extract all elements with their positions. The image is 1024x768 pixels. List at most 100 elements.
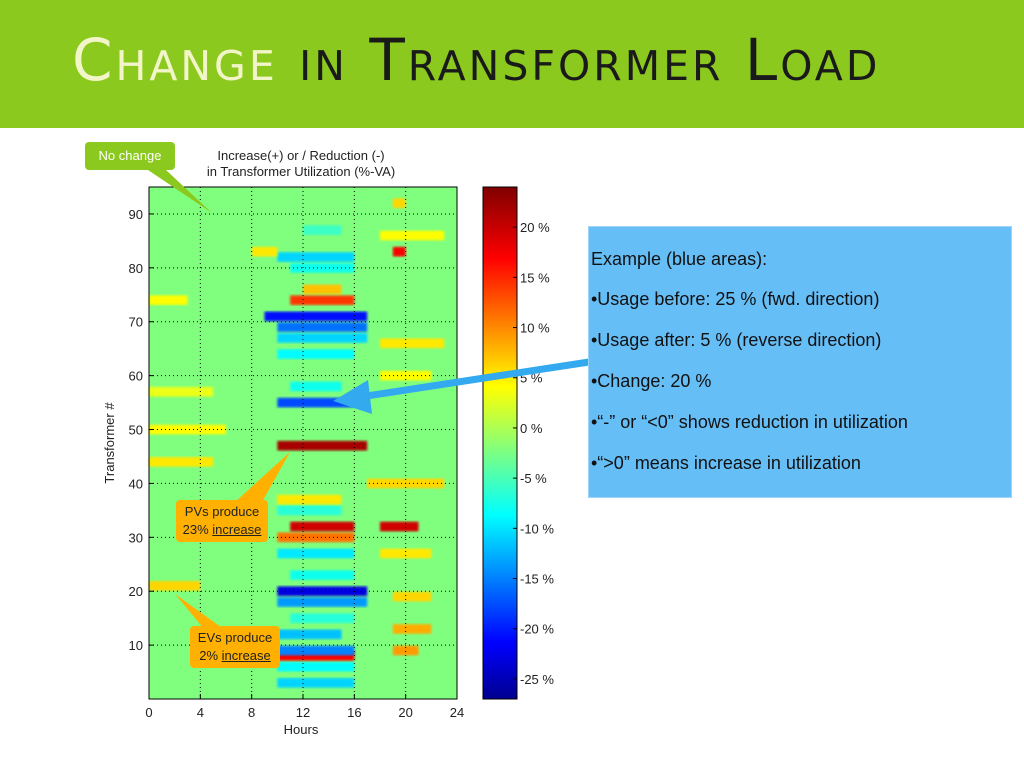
heatmap-band [392,645,419,656]
heatmap-band [277,629,342,640]
colorbar-tick-label: 15 % [520,270,550,285]
colorbar-tick-label: -5 % [520,471,547,486]
x-tick-label: 20 [398,705,412,720]
colorbar-tick-label: -10 % [520,521,554,536]
x-tick-label: 0 [145,705,152,720]
info-title: Example (blue areas): [591,249,768,269]
info-bullet-list: •Usage before: 25 % (fwd. direction) •Us… [591,289,908,494]
chart-title-line1: Increase(+) or / Reduction (-) [217,148,384,163]
slide-header: Change in Transformer Load [0,0,1024,128]
heatmap-band [290,570,355,580]
heatmap-band [277,440,368,451]
heatmap-band [392,198,406,209]
heatmap-band [303,225,342,235]
y-tick-label: 50 [129,423,143,438]
heatmap-band [149,424,226,435]
y-tick-label: 90 [129,207,143,222]
y-tick-label: 10 [129,638,143,653]
colorbar [482,186,518,700]
heatmap-band [290,613,355,624]
title-word-change: Change [72,26,278,94]
heatmap-band [277,252,355,262]
plot-grid [149,187,457,699]
heatmap-band [149,386,214,397]
x-tick-label: 12 [296,705,310,720]
y-tick-label: 70 [129,315,143,330]
blue-arrow [333,358,590,414]
x-tick-label: 24 [450,705,464,720]
heatmap-band [380,521,419,532]
heatmap-band [277,677,355,688]
heatmap-band [277,597,368,607]
colorbar-tick-label: 0 % [520,421,543,436]
heatmap-band [277,651,355,661]
heatmap-band [290,295,355,306]
heatmap-band [149,457,214,467]
heatmap-band [392,591,432,602]
pvs-value: 23% [182,522,213,537]
pvs-line2: 23% increase [176,521,268,539]
evs-increase: increase [221,648,271,663]
slide-title: Change in Transformer Load [72,24,880,96]
colorbar-tick-label: 10 % [520,321,550,336]
y-axis-label: Transformer # [102,402,117,484]
no-change-label: No change [98,148,162,163]
heatmap-band [277,586,368,597]
colorbar-tick-label: -20 % [520,622,554,637]
pvs-increase: increase [212,522,262,537]
heatmap-band [251,246,278,257]
y-tick-label: 80 [129,261,143,276]
colorbar-tick-label: 20 % [520,220,550,235]
info-bullet: •“-” or “<0” shows reduction in utilizat… [591,412,908,432]
heatmap-band [277,322,368,332]
pvs-line1: PVs produce [184,504,260,519]
heatmap-band [277,333,368,343]
heatmap-band [277,532,355,543]
y-tick-label: 60 [129,369,143,384]
heatmap-band [380,338,445,349]
heatmap-band [277,349,355,359]
heatmap-band [277,645,355,656]
info-bullet: •Change: 20 % [591,371,712,391]
evs-value: 2% [199,648,222,663]
x-tick-label: 8 [248,705,255,720]
x-axis: 0 4 8 12 16 20 24 [145,694,464,720]
no-change-callout: No change [85,142,175,170]
y-axis: 10 20 30 40 50 60 70 80 90 [129,207,154,653]
no-change-pointer [148,170,212,213]
colorbar-tick-label: -25 % [520,672,554,687]
x-axis-label: Hours [284,722,319,737]
pvs-callout: PVs produce 23% increase [176,500,268,542]
heatmap-band [290,521,355,532]
y-tick-label: 30 [129,530,143,545]
info-bullet: •Usage before: 25 % (fwd. direction) [591,289,880,309]
heatmap-band [149,580,201,591]
colorbar-ticks: 20 %15 %10 %5 %0 %-5 %-10 %-15 %-20 %-25… [513,220,554,687]
heatmap-band [290,381,342,392]
title-rest: in Transformer Load [299,26,881,94]
x-tick-label: 4 [197,705,204,720]
heatmap-band [264,311,368,322]
pvs-pointer [235,452,290,502]
heatmap-band [290,262,355,273]
heatmap-band [277,661,355,672]
y-tick-label: 40 [129,476,143,491]
evs-line1: EVs produce [197,630,273,645]
evs-callout: EVs produce 2% increase [190,626,280,668]
heatmap-band [277,548,355,559]
heatmap-band [392,624,432,634]
colorbar-tick-label: -15 % [520,572,554,587]
heatmap-band [380,230,445,241]
y-tick-label: 20 [129,584,143,599]
info-bullet: •“>0” means increase in utilization [591,453,861,473]
evs-line2: 2% increase [190,647,280,665]
heatmap-band [149,295,188,306]
heatmap-band [277,505,342,516]
chart-title-line2: in Transformer Utilization (%-VA) [207,164,395,179]
x-tick-label: 16 [347,705,361,720]
info-bullet: •Usage after: 5 % (reverse direction) [591,330,882,350]
heatmap-band [380,548,432,559]
heatmap-band [277,397,355,408]
heatmap-band [303,284,342,295]
